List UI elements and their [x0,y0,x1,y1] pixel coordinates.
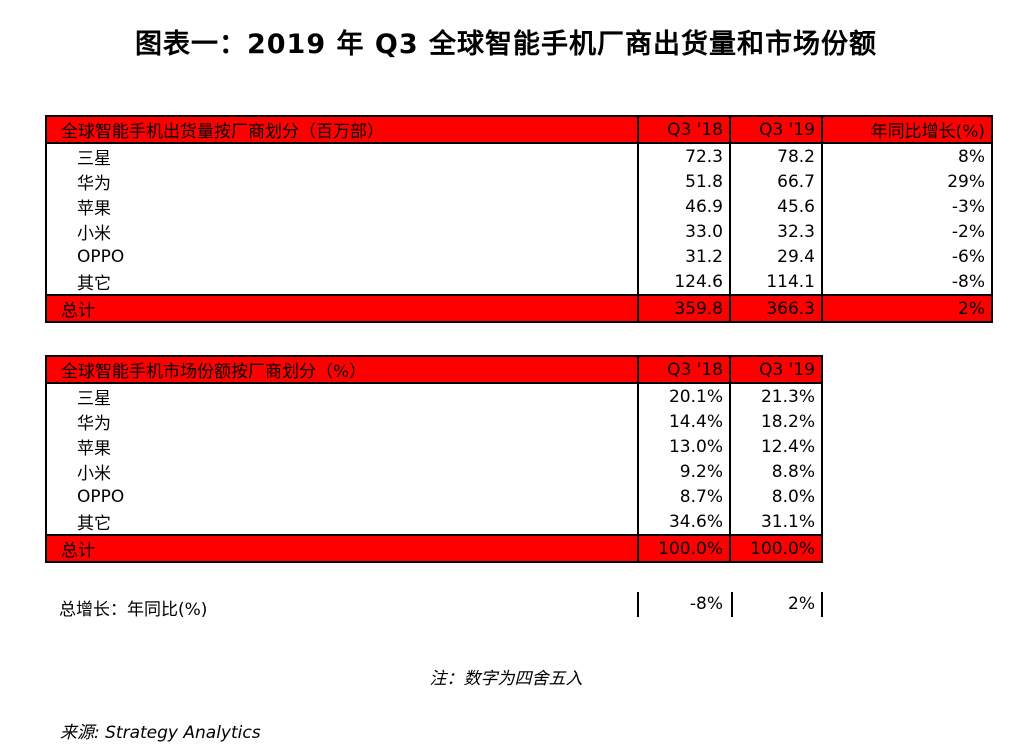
vendor-name: 苹果 [77,439,111,459]
table-cell: 78.2 [729,143,822,169]
table-cell: 8.8% [729,459,822,484]
table-cell: 32.3 [729,219,822,244]
table-cell: 18.2% [729,409,822,434]
table-cell: 100.0% [637,534,730,562]
table-cell: -3% [821,194,992,219]
table-cell: 8.7% [637,484,730,509]
vendor-name: 三星 [77,389,111,409]
page-title: 图表一：2019 年 Q3 全球智能手机厂商出货量和市场份额 [134,29,878,60]
table-cell: 34.6% [637,509,730,535]
table-header-row: 全球智能手机出货量按厂商划分（百万部） Q3 '18 Q3 '19 年同比增长(… [46,116,992,144]
table-cell: 359.8 [637,294,730,322]
total-label: 总计 [46,534,638,562]
table-row: 苹果 13.0% 12.4% [46,434,822,459]
vendor-name: 小米 [77,464,111,484]
table-cell: 12.4% [729,434,822,459]
table-row: 三星 72.3 78.2 8% [46,143,992,169]
vendor-name: 其它 [77,514,111,534]
table-cell: 20.1% [637,383,730,409]
total-row: 总计 359.8 366.3 2% [46,294,992,322]
rounding-note: 注：数字为四舍五入 [429,669,583,689]
table-cell: 45.6 [729,194,822,219]
table-cell: 51.8 [637,169,730,194]
table-row: 小米 9.2% 8.8% [46,459,822,484]
table-cell: 14.4% [637,409,730,434]
header-cell: Q3 '19 [729,116,822,144]
table-header-row: 全球智能手机市场份额按厂商划分（%） Q3 '18 Q3 '19 [46,356,822,384]
table-cell: 13.0% [637,434,730,459]
table-cell: -8% [821,269,992,295]
vendor-name: OPPO [77,486,125,507]
growth-q3-19: 2% [731,592,823,617]
table-cell: 29% [821,169,992,194]
table-cell: 114.1 [729,269,822,295]
growth-label: 总增长：年同比(%) [59,600,208,620]
table-row: 小米 33.0 32.3 -2% [46,219,992,244]
table-cell: 31.1% [729,509,822,535]
table-row: 三星 20.1% 21.3% [46,383,822,409]
table-cell: -6% [821,244,992,269]
table-cell: -2% [821,219,992,244]
table-cell: 366.3 [729,294,822,322]
table-cell: 9.2% [637,459,730,484]
table-cell: 46.9 [637,194,730,219]
header-cell: Q3 '19 [729,356,822,384]
shipments-table: 全球智能手机出货量按厂商划分（百万部） Q3 '18 Q3 '19 年同比增长(… [45,115,993,323]
vendor-name: 华为 [77,414,111,434]
header-cell: Q3 '18 [637,116,730,144]
table-cell: 72.3 [637,143,730,169]
growth-q3-18: -8% [637,592,729,617]
table-cell: 8% [821,143,992,169]
header-cell: 全球智能手机出货量按厂商划分（百万部） [46,116,638,144]
vendor-name: 其它 [77,274,111,294]
table-cell: 66.7 [729,169,822,194]
vendor-name: 小米 [77,224,111,244]
market-share-table: 全球智能手机市场份额按厂商划分（%） Q3 '18 Q3 '19 三星 20.1… [45,355,823,563]
table-row: 其它 124.6 114.1 -8% [46,269,992,295]
source-credit: 来源: Strategy Analytics [60,723,261,743]
header-cell: 全球智能手机市场份额按厂商划分（%） [46,356,638,384]
vendor-name: 三星 [77,149,111,169]
table-cell: 21.3% [729,383,822,409]
table-row: OPPO 8.7% 8.0% [46,484,822,509]
table-row: 华为 51.8 66.7 29% [46,169,992,194]
table-cell: 31.2 [637,244,730,269]
table-cell: 29.4 [729,244,822,269]
vendor-name: 华为 [77,174,111,194]
table-row: 苹果 46.9 45.6 -3% [46,194,992,219]
table-row: OPPO 31.2 29.4 -6% [46,244,992,269]
vendor-name: 苹果 [77,199,111,219]
table-cell: 8.0% [729,484,822,509]
table-cell: 124.6 [637,269,730,295]
table-cell: 33.0 [637,219,730,244]
vendor-name: OPPO [77,246,125,267]
header-cell: Q3 '18 [637,356,730,384]
total-label: 总计 [46,294,638,322]
total-growth-row: 总增长：年同比(%) -8% 2% [45,592,825,620]
header-cell: 年同比增长(%) [821,116,992,144]
table-row: 其它 34.6% 31.1% [46,509,822,535]
table-cell: 100.0% [729,534,822,562]
table-cell: 2% [821,294,992,322]
table-row: 华为 14.4% 18.2% [46,409,822,434]
total-row: 总计 100.0% 100.0% [46,534,822,562]
